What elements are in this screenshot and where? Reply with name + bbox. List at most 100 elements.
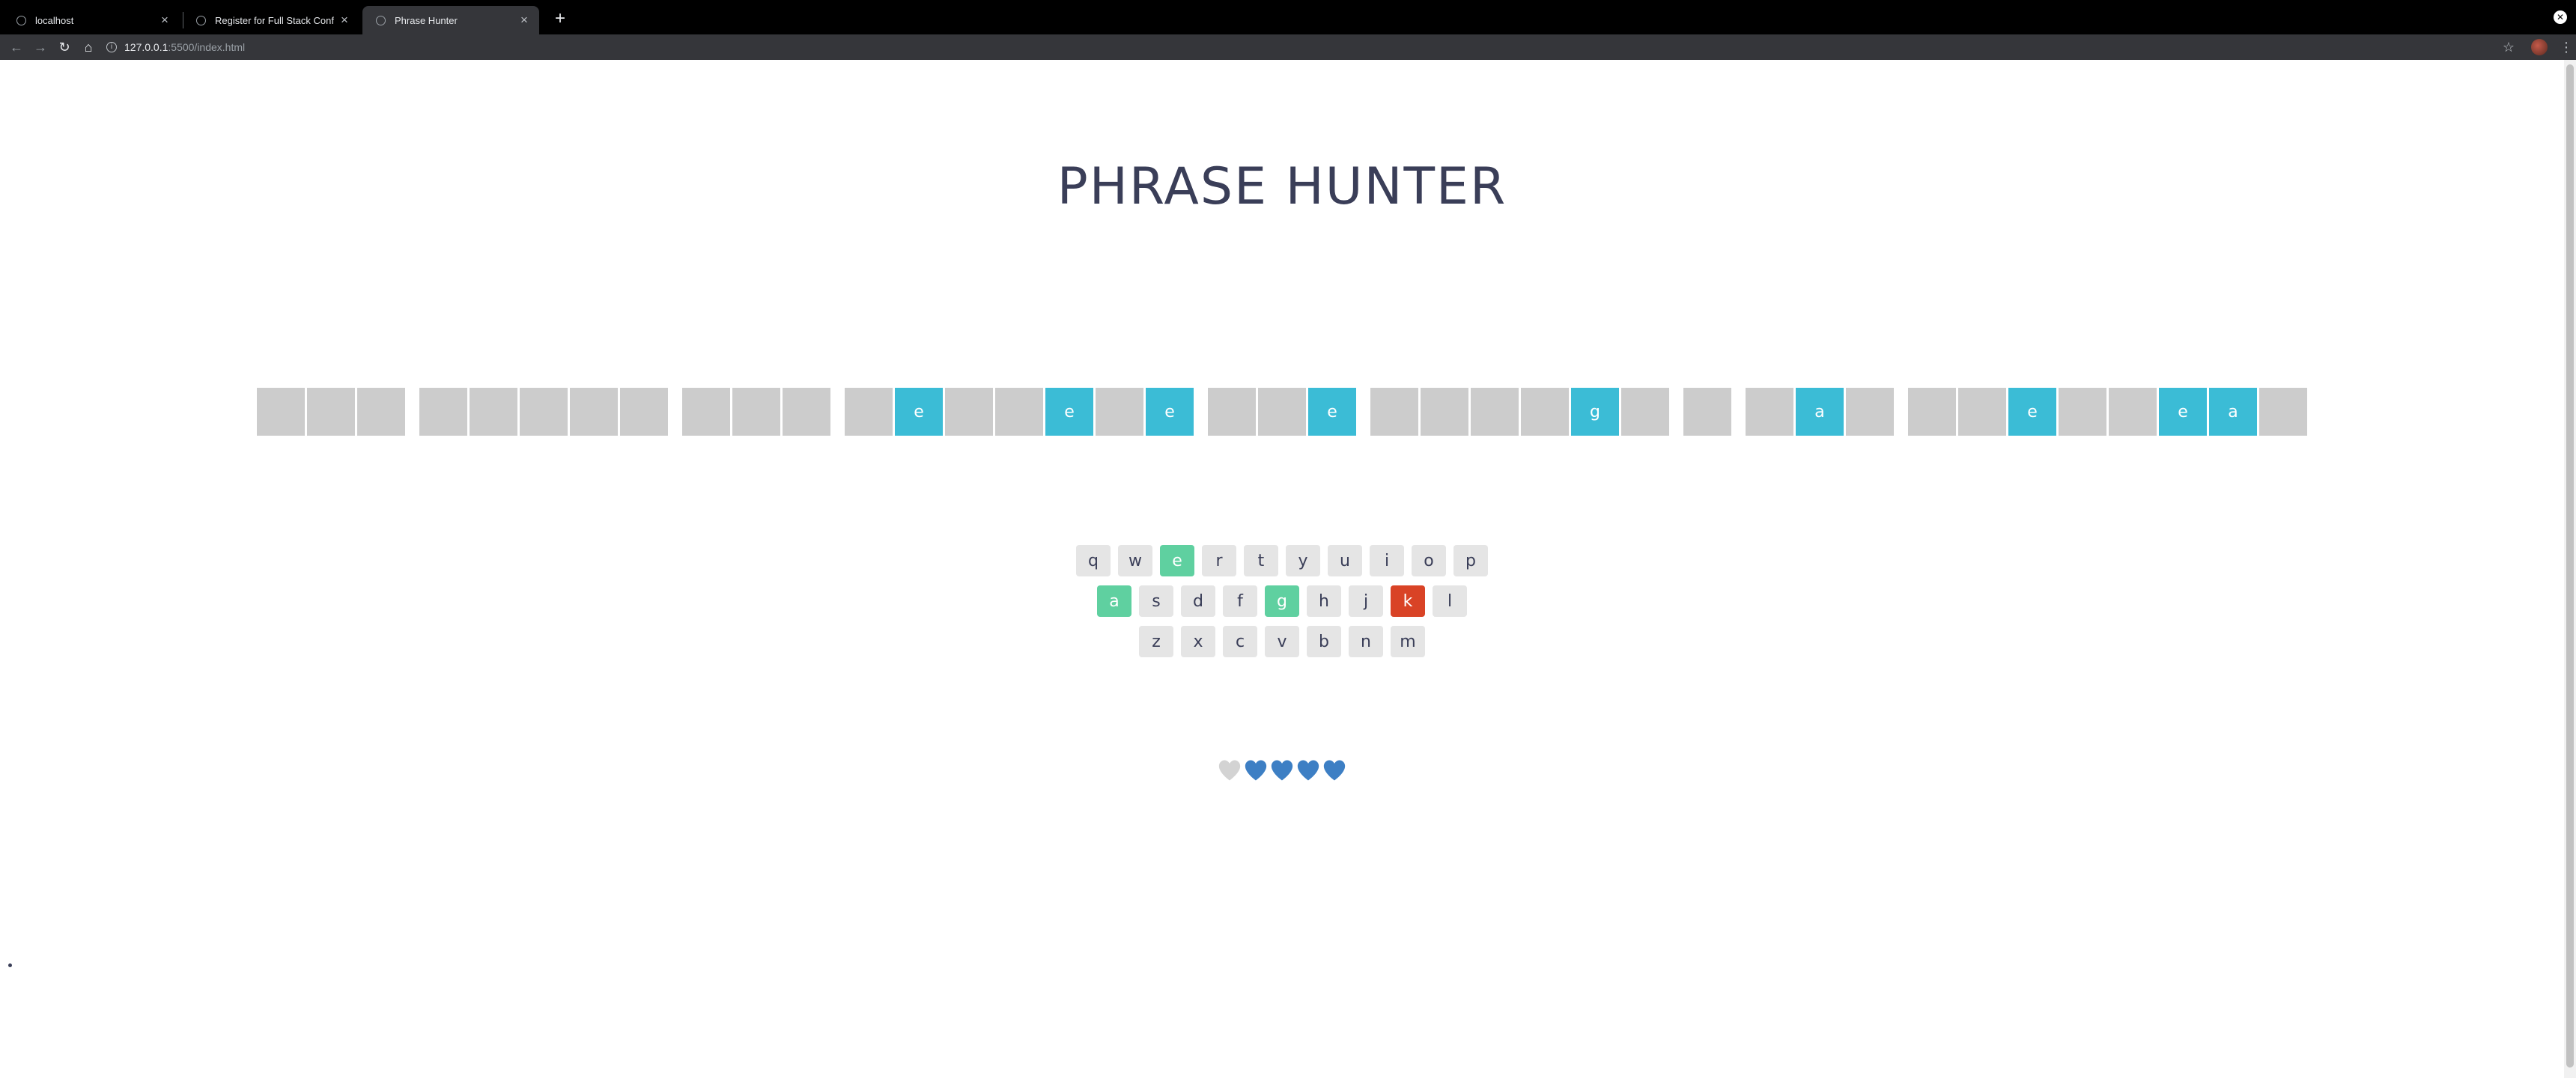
reload-icon[interactable]: ↻	[58, 39, 70, 55]
letter-box-hidden	[1258, 388, 1306, 436]
star-icon[interactable]: ☆	[2502, 39, 2515, 55]
letter-box-hidden	[520, 388, 568, 436]
letter-box-revealed: a	[1796, 388, 1844, 436]
phrase-word: a	[1745, 388, 1895, 436]
url-host: 127.0.0.1	[124, 41, 168, 53]
home-icon[interactable]: ⌂	[84, 39, 93, 55]
key-u[interactable]: u	[1328, 545, 1362, 576]
globe-icon	[16, 15, 26, 25]
heart-icon	[1322, 758, 1347, 783]
key-l[interactable]: l	[1433, 585, 1467, 617]
lives-scoreboard	[0, 758, 2564, 783]
scrollbar-thumb[interactable]	[2566, 64, 2574, 1068]
profile-icon[interactable]: ✕	[2554, 10, 2567, 24]
tab-phrase-hunter[interactable]: Phrase Hunter ×	[362, 6, 539, 34]
letter-box-hidden	[357, 388, 405, 436]
letter-box-hidden	[1621, 388, 1669, 436]
avatar[interactable]	[2531, 39, 2548, 55]
close-icon[interactable]: ×	[341, 13, 348, 27]
key-o[interactable]: o	[1412, 545, 1446, 576]
letter-box-revealed: e	[2159, 388, 2207, 436]
letter-box-hidden	[995, 388, 1043, 436]
key-n[interactable]: n	[1349, 626, 1383, 657]
forward-arrow-icon[interactable]: →	[34, 39, 47, 55]
phrase-word: g	[1370, 388, 1671, 436]
letter-box-hidden	[470, 388, 517, 436]
globe-icon	[196, 15, 206, 25]
tab-label: Register for Full Stack Conf	[215, 14, 334, 26]
info-icon[interactable]: i	[106, 42, 117, 52]
kebab-menu-icon[interactable]: ⋮	[2560, 39, 2573, 55]
key-y[interactable]: y	[1286, 545, 1320, 576]
heart-icon	[1269, 758, 1295, 783]
url-path: :5500/index.html	[168, 41, 246, 53]
new-tab-button[interactable]: +	[554, 8, 565, 28]
tab-strip: localhost × Register for Full Stack Conf…	[0, 0, 2576, 34]
heart-icon	[1243, 758, 1269, 783]
letter-box-hidden	[1958, 388, 2006, 436]
close-icon[interactable]: ×	[520, 13, 528, 27]
letter-box-revealed: e	[1308, 388, 1356, 436]
key-g[interactable]: g	[1265, 585, 1299, 617]
letter-box-revealed: e	[2008, 388, 2056, 436]
key-q[interactable]: q	[1076, 545, 1111, 576]
browser-toolbar: ← → ↻ ⌂ i 127.0.0.1:5500/index.html ☆ ⋮	[0, 34, 2576, 60]
key-m[interactable]: m	[1391, 626, 1425, 657]
phrase-word	[681, 388, 832, 436]
key-e[interactable]: e	[1160, 545, 1194, 576]
letter-box-hidden	[1846, 388, 1894, 436]
letter-box-hidden	[1471, 388, 1519, 436]
close-icon[interactable]: ×	[161, 13, 168, 27]
letter-box-hidden	[257, 388, 305, 436]
key-x[interactable]: x	[1181, 626, 1215, 657]
globe-icon	[376, 15, 386, 25]
key-i[interactable]: i	[1370, 545, 1404, 576]
letter-box-revealed: e	[1045, 388, 1093, 436]
key-c[interactable]: c	[1223, 626, 1257, 657]
letter-box-hidden	[620, 388, 668, 436]
page-title: PHRASE HUNTER	[1057, 157, 1507, 216]
phrase-word: e	[1207, 388, 1358, 436]
scrollbar[interactable]	[2564, 60, 2576, 1078]
address-bar[interactable]: i 127.0.0.1:5500/index.html	[106, 37, 2488, 58]
back-arrow-icon[interactable]: ←	[10, 39, 23, 55]
letter-box-hidden	[570, 388, 618, 436]
key-j[interactable]: j	[1349, 585, 1383, 617]
key-p[interactable]: p	[1453, 545, 1488, 576]
key-r[interactable]: r	[1202, 545, 1236, 576]
lost-heart-icon	[1217, 758, 1242, 783]
letter-box-revealed: a	[2209, 388, 2257, 436]
key-a[interactable]: a	[1097, 585, 1131, 617]
key-h[interactable]: h	[1307, 585, 1341, 617]
letter-box-hidden	[1908, 388, 1956, 436]
letter-box-hidden	[682, 388, 730, 436]
key-s[interactable]: s	[1139, 585, 1173, 617]
tab-localhost[interactable]: localhost ×	[3, 6, 180, 34]
key-t[interactable]: t	[1244, 545, 1278, 576]
key-d[interactable]: d	[1181, 585, 1215, 617]
key-k[interactable]: k	[1391, 585, 1425, 617]
tab-register-conf[interactable]: Register for Full Stack Conf ×	[183, 6, 359, 34]
letter-box-hidden	[945, 388, 993, 436]
phrase-word	[256, 388, 407, 436]
key-b[interactable]: b	[1307, 626, 1341, 657]
letter-box-hidden	[1421, 388, 1468, 436]
letter-box-hidden	[1521, 388, 1569, 436]
letter-box-hidden	[732, 388, 780, 436]
key-f[interactable]: f	[1223, 585, 1257, 617]
tab-label: Phrase Hunter	[395, 14, 458, 26]
letter-box-revealed: e	[1146, 388, 1194, 436]
letter-box-hidden	[1096, 388, 1143, 436]
key-w[interactable]: w	[1118, 545, 1152, 576]
key-v[interactable]: v	[1265, 626, 1299, 657]
letter-box-hidden	[1683, 388, 1731, 436]
letter-box-hidden	[2059, 388, 2106, 436]
key-z[interactable]: z	[1139, 626, 1173, 657]
